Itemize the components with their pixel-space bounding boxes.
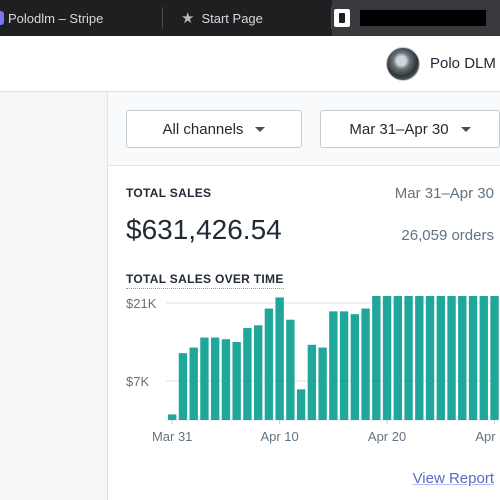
chart-bar bbox=[296, 389, 306, 420]
chart-bar bbox=[243, 328, 252, 420]
chart-bar bbox=[393, 296, 403, 420]
chart-bar bbox=[318, 347, 327, 420]
date-range-select[interactable]: Mar 31–Apr 30 bbox=[320, 110, 500, 148]
chart-bar bbox=[286, 319, 295, 420]
chart-bar bbox=[425, 296, 435, 420]
avatar[interactable] bbox=[386, 47, 420, 81]
tab-start-page[interactable]: ★ Start Page bbox=[163, 0, 331, 36]
chart-bar bbox=[275, 297, 284, 420]
chart-bar bbox=[372, 296, 381, 420]
chart-bar bbox=[221, 339, 231, 420]
chart-bar bbox=[200, 337, 209, 420]
chart-bar bbox=[436, 296, 445, 420]
chart-bar bbox=[447, 296, 456, 420]
chart-bar bbox=[178, 353, 188, 420]
chart-bar bbox=[479, 296, 488, 420]
y-tick-label: $7K bbox=[126, 374, 149, 389]
channel-select[interactable]: All channels bbox=[126, 110, 302, 148]
tab-shopify[interactable] bbox=[332, 0, 500, 36]
total-sales-amount: $631,426.54 bbox=[126, 214, 282, 245]
chart-bar bbox=[468, 296, 478, 420]
chart-bar bbox=[253, 325, 263, 420]
caret-down-icon bbox=[460, 126, 471, 132]
chart-bar bbox=[189, 347, 198, 420]
chart-bar bbox=[490, 296, 499, 420]
tab-title: Start Page bbox=[201, 10, 263, 26]
x-tick-label: Apr 10 bbox=[260, 429, 298, 444]
view-report-link[interactable]: View Report bbox=[412, 470, 494, 487]
filter-bar: All channels Mar 31–Apr 30 bbox=[108, 92, 500, 166]
chart-title[interactable]: TOTAL SALES OVER TIME bbox=[126, 272, 284, 289]
redacted-tab-title bbox=[360, 10, 486, 26]
total-sales-label: TOTAL SALES bbox=[126, 186, 212, 200]
tab-title: Polodlm – Stripe bbox=[8, 10, 104, 26]
chart-bar bbox=[168, 414, 177, 420]
channel-select-label: All channels bbox=[162, 120, 244, 138]
browser-tab-bar: Polodlm – Stripe ★ Start Page bbox=[0, 0, 500, 36]
caret-down-icon bbox=[255, 126, 266, 132]
tab-divider bbox=[331, 7, 332, 29]
total-sales-card: TOTAL SALES Mar 31–Apr 30 $631,426.54 26… bbox=[108, 166, 500, 500]
shopify-bag-icon bbox=[334, 9, 350, 27]
chart-bar bbox=[307, 344, 317, 420]
orders-count: 26,059 orders bbox=[401, 227, 494, 244]
user-name[interactable]: Polo DLM bbox=[430, 55, 496, 72]
chart-bar bbox=[232, 342, 241, 420]
chart-bar bbox=[361, 308, 370, 420]
x-tick-label: Apr 20 bbox=[368, 429, 406, 444]
chart-bar bbox=[350, 314, 360, 420]
period-label: Mar 31–Apr 30 bbox=[394, 185, 494, 202]
tab-divider bbox=[162, 7, 163, 29]
date-range-label: Mar 31–Apr 30 bbox=[349, 120, 449, 138]
y-tick-label: $21K bbox=[126, 296, 157, 311]
chart-bar bbox=[404, 296, 413, 420]
app-header: Polo DLM bbox=[0, 36, 500, 92]
chart-bar bbox=[210, 337, 220, 420]
stripe-favicon-icon bbox=[0, 11, 4, 25]
chart-bar bbox=[264, 308, 274, 420]
star-icon: ★ bbox=[181, 10, 195, 27]
chart-bar bbox=[339, 311, 349, 420]
sidebar bbox=[0, 92, 108, 500]
chart-bar bbox=[458, 296, 467, 420]
chart-bar bbox=[415, 296, 424, 420]
chart-bar bbox=[329, 311, 338, 420]
tab-stripe[interactable]: Polodlm – Stripe bbox=[0, 0, 162, 36]
x-tick-label: Apr 30 bbox=[475, 429, 500, 444]
x-tick-label: Mar 31 bbox=[152, 429, 192, 444]
chart-bar bbox=[382, 296, 392, 420]
